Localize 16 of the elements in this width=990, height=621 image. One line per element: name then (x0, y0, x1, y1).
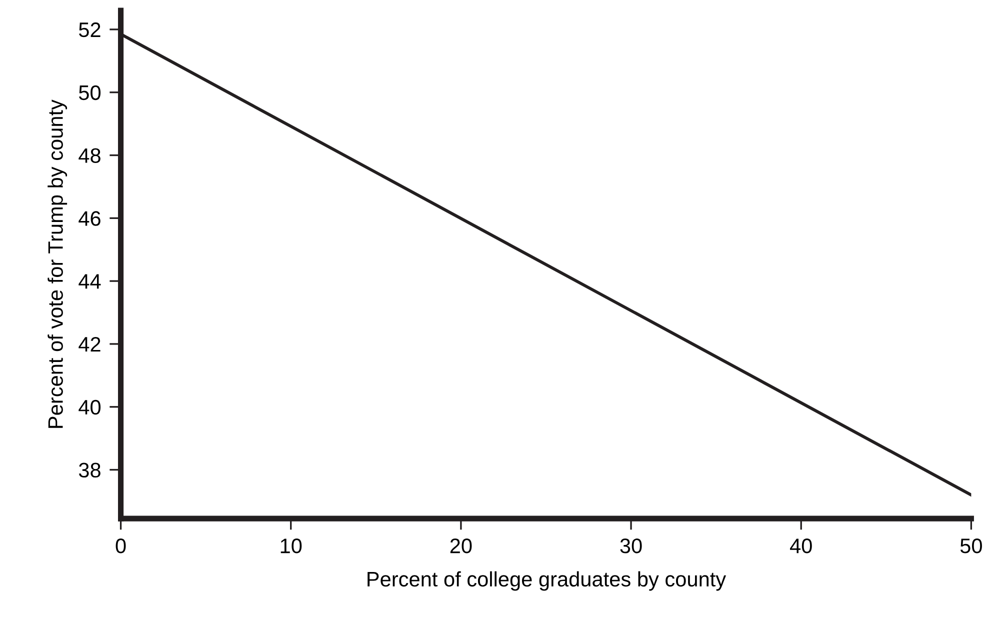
x-tick-label: 30 (620, 538, 642, 554)
y-tick-label: 38 (78, 462, 100, 478)
y-tick-label: 42 (78, 336, 100, 352)
y-tick-label: 46 (78, 211, 100, 226)
x-tick-label: 40 (790, 538, 812, 554)
y-tick-label: 52 (79, 22, 100, 38)
y-tick-label: 48 (78, 148, 100, 163)
x-tick-label: 10 (280, 538, 302, 554)
x-tick-label: 50 (960, 538, 982, 554)
y-tick-label: 44 (78, 274, 101, 289)
x-tick-label: 20 (450, 538, 472, 554)
y-tick-label: 50 (79, 85, 101, 100)
x-axis-title: Percent of college graduates by county (368, 571, 726, 591)
x-tick-label: 0 (116, 538, 126, 554)
y-tick-label: 40 (78, 400, 101, 415)
y-axis-title: Percent of vote for Trump by county (48, 100, 68, 428)
